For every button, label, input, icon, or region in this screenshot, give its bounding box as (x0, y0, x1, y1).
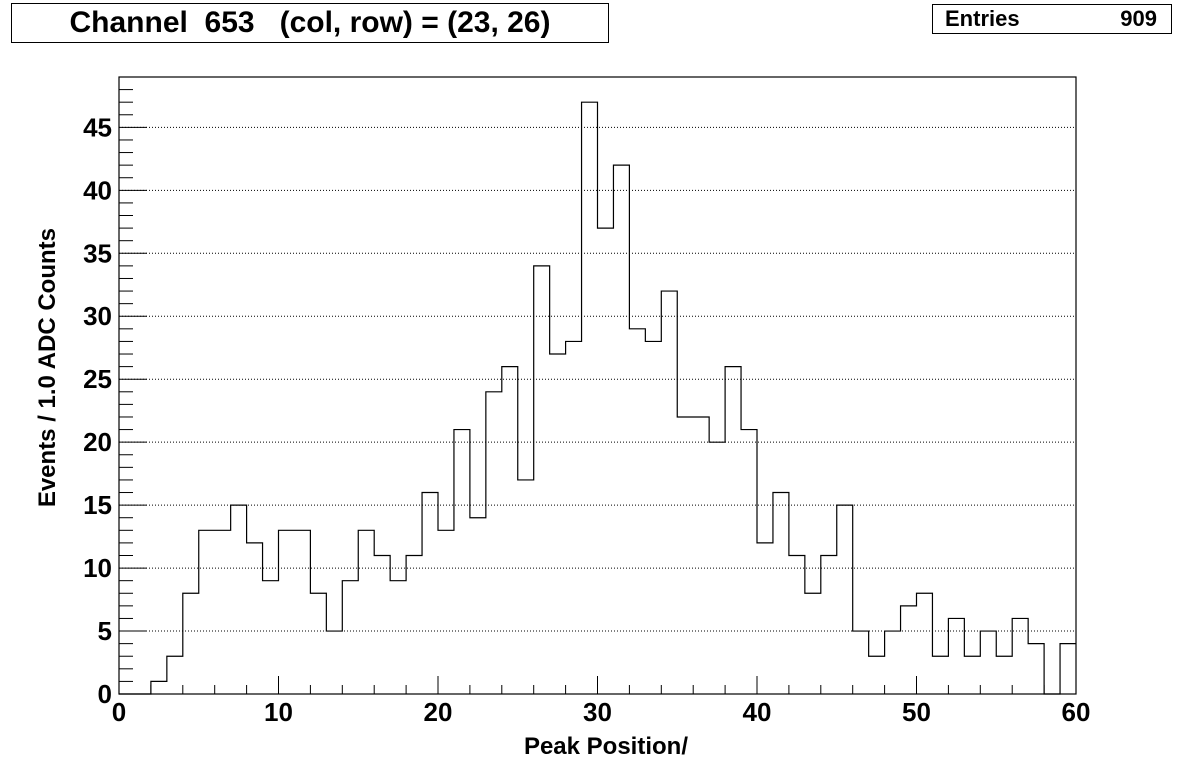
y-tick-label: 20 (83, 427, 112, 457)
histogram-bin (183, 593, 199, 694)
histogram-bin (231, 505, 247, 694)
histogram-bin (789, 555, 805, 694)
histogram-bin (757, 543, 773, 694)
histogram-bin (582, 102, 598, 694)
histogram-bin (406, 555, 422, 694)
histogram-bin (613, 165, 629, 694)
histogram-bin (454, 430, 470, 694)
histogram-bin (964, 656, 980, 694)
x-tick-label: 0 (112, 697, 126, 727)
histogram-bin (438, 530, 454, 694)
y-tick-label: 25 (83, 364, 112, 394)
y-tick-label: 0 (98, 679, 112, 709)
y-tick-label: 10 (83, 553, 112, 583)
histogram-bin (901, 606, 917, 694)
histogram-bin (502, 367, 518, 694)
histogram-bin (1028, 644, 1044, 694)
histogram-bin (693, 417, 709, 694)
histogram-bin (821, 555, 837, 694)
stats-entries-value: 909 (1120, 6, 1157, 31)
histogram-bin (1012, 618, 1028, 694)
histogram-bin (1060, 644, 1076, 694)
histogram-bin (677, 417, 693, 694)
histogram-bin (422, 493, 438, 694)
histogram-bin (342, 581, 358, 694)
stats-box: Entries 909 (932, 4, 1172, 34)
histogram-bin (326, 631, 342, 694)
x-tick-label: 40 (743, 697, 772, 727)
y-tick-label: 40 (83, 175, 112, 205)
y-tick-label: 5 (98, 616, 112, 646)
histogram-bin (980, 631, 996, 694)
y-tick-label: 30 (83, 301, 112, 331)
histogram-bin (358, 530, 374, 694)
histogram-bin (645, 341, 661, 694)
stats-entries-label: Entries (945, 6, 1020, 31)
histogram-bin (932, 656, 948, 694)
y-tick-label: 35 (83, 238, 112, 268)
x-tick-label: 30 (583, 697, 612, 727)
x-tick-label: 10 (264, 697, 293, 727)
histogram-bin (629, 329, 645, 694)
histogram-bin (709, 442, 725, 694)
histogram-bin (279, 530, 295, 694)
y-tick-label: 45 (83, 112, 112, 142)
histogram-bin (837, 505, 853, 694)
histogram-bin (263, 581, 279, 694)
histogram-bin (310, 593, 326, 694)
histogram-title: Channel 653 (col, row) = (23, 26) (11, 3, 609, 43)
histogram-bin (294, 530, 310, 694)
axis-ticks (118, 76, 1077, 695)
histogram-bin (486, 392, 502, 694)
histogram-bin (470, 518, 486, 694)
histogram-bin (661, 291, 677, 694)
histogram-bin (598, 228, 614, 694)
x-tick-label: 50 (902, 697, 931, 727)
histogram-bin (518, 480, 534, 694)
histogram-bin (917, 593, 933, 694)
histogram-bin (948, 618, 964, 694)
histogram-bin (247, 543, 263, 694)
histogram-bin (741, 430, 757, 694)
histogram-bin (885, 631, 901, 694)
histogram-bin (805, 593, 821, 694)
histogram-bin (996, 656, 1012, 694)
histogram-bin (167, 656, 183, 694)
histogram-bin (550, 354, 566, 694)
histogram-bin (853, 631, 869, 694)
histogram-bin (869, 656, 885, 694)
histogram-bin (199, 530, 215, 694)
histogram-bin (215, 530, 231, 694)
histogram-bin (534, 266, 550, 694)
histogram-bin (151, 681, 167, 694)
histogram-bin (390, 581, 406, 694)
x-axis-title: Peak Position/ (524, 733, 688, 760)
y-axis-title: Events / 1.0 ADC Counts (34, 228, 61, 507)
histogram-bin (374, 555, 390, 694)
histogram-bin (566, 341, 582, 694)
y-tick-label: 15 (83, 490, 112, 520)
x-tick-label: 60 (1062, 697, 1091, 727)
histogram-bin (773, 493, 789, 694)
x-tick-label: 20 (424, 697, 453, 727)
tick-labels: 0 10 20 30 40 50 60 0 5 10 15 20 25 30 35 40 45 (83, 112, 1090, 727)
histogram-bin (725, 367, 741, 694)
